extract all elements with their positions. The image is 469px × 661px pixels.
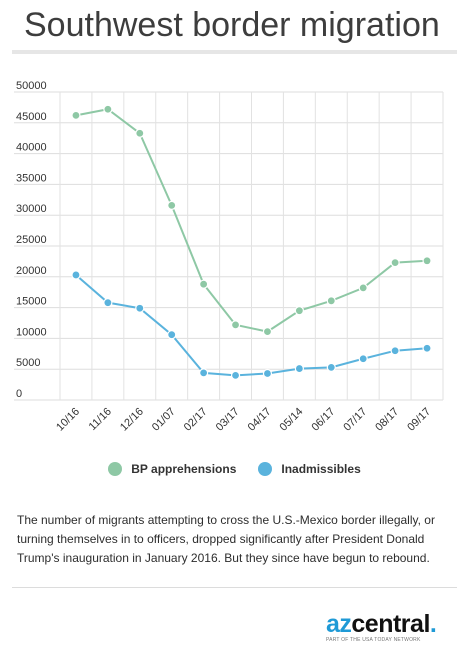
data-point-bp-apprehensions-9 bbox=[358, 283, 368, 293]
data-point-bp-apprehensions-2 bbox=[135, 128, 145, 138]
title-divider bbox=[12, 50, 457, 54]
x-tick-label-02-17: 02/17 bbox=[182, 406, 210, 434]
data-point-bp-apprehensions-0 bbox=[71, 110, 81, 121]
legend-label-inadmissibles: Inadmissibles bbox=[281, 462, 361, 476]
chart-legend: BP apprehensions Inadmissibles bbox=[0, 462, 469, 476]
data-point-bp-apprehensions-11 bbox=[422, 256, 432, 266]
legend-item-inadmissibles: Inadmissibles bbox=[258, 462, 361, 476]
legend-label-bp-apprehensions: BP apprehensions bbox=[131, 462, 237, 476]
y-tick-label-45000: 45000 bbox=[16, 111, 47, 123]
data-point-bp-apprehensions-8 bbox=[326, 296, 336, 306]
page-title: Southwest border migration bbox=[24, 6, 440, 44]
data-point-inadmissibles-4 bbox=[199, 368, 209, 378]
y-tick-label-20000: 20000 bbox=[16, 265, 47, 277]
data-point-bp-apprehensions-5 bbox=[230, 320, 241, 330]
line-chart: 0 5000 10000 15000 20000 25000 30000 35000 40000… bbox=[14, 80, 444, 434]
data-point-inadmissibles-1 bbox=[103, 298, 113, 308]
logo-az: az bbox=[326, 610, 352, 638]
series-line-bp-apprehensions bbox=[75, 108, 428, 333]
data-point-inadmissibles-9 bbox=[358, 354, 368, 364]
data-point-inadmissibles-3 bbox=[167, 330, 177, 340]
y-tick-label-25000: 25000 bbox=[16, 234, 47, 246]
x-tick-label-03-17: 03/17 bbox=[214, 406, 242, 434]
x-tick-label-10-16: 10/16 bbox=[54, 406, 82, 434]
data-point-bp-apprehensions-4 bbox=[199, 279, 209, 289]
logo-central: central bbox=[351, 610, 430, 638]
legend-swatch-inadmissibles bbox=[258, 462, 273, 476]
data-point-inadmissibles-11 bbox=[422, 343, 432, 353]
data-point-bp-apprehensions-3 bbox=[167, 200, 177, 210]
data-point-bp-apprehensions-1 bbox=[103, 104, 113, 114]
data-point-inadmissibles-10 bbox=[390, 346, 400, 356]
azcentral-logo[interactable]: azcentral. PART OF THE USA TODAY NETWORK bbox=[326, 610, 437, 643]
x-tick-label-09-17: 09/17 bbox=[405, 406, 433, 434]
data-point-inadmissibles-5 bbox=[230, 370, 241, 380]
legend-swatch-bp-apprehensions bbox=[108, 462, 123, 476]
y-tick-label-0: 0 bbox=[16, 388, 22, 400]
data-point-inadmissibles-7 bbox=[294, 363, 304, 374]
data-point-bp-apprehensions-7 bbox=[294, 306, 304, 316]
x-tick-label-08-17: 08/17 bbox=[373, 406, 401, 434]
series-line-inadmissibles bbox=[75, 274, 428, 377]
y-tick-label-5000: 5000 bbox=[16, 357, 40, 369]
y-tick-label-40000: 40000 bbox=[16, 142, 47, 154]
data-point-inadmissibles-6 bbox=[262, 368, 273, 379]
y-tick-label-15000: 15000 bbox=[16, 296, 47, 308]
data-point-bp-apprehensions-6 bbox=[262, 327, 273, 337]
x-tick-label-04-17: 04/17 bbox=[246, 406, 274, 434]
data-point-inadmissibles-0 bbox=[71, 270, 81, 280]
data-point-bp-apprehensions-10 bbox=[390, 258, 400, 268]
data-point-inadmissibles-2 bbox=[135, 303, 145, 313]
footer-divider bbox=[12, 587, 457, 588]
y-tick-label-30000: 30000 bbox=[16, 203, 47, 215]
x-tick-label-01-07: 01/07 bbox=[150, 406, 178, 434]
x-tick-label-11-16: 11/16 bbox=[87, 406, 114, 433]
logo-dot: . bbox=[429, 610, 437, 638]
logo-tagline: PART OF THE USA TODAY NETWORK bbox=[326, 637, 421, 643]
x-tick-label-06-17: 06/17 bbox=[309, 406, 337, 434]
y-tick-label-50000: 50000 bbox=[16, 80, 47, 92]
y-tick-label-35000: 35000 bbox=[16, 172, 47, 184]
chart-caption: The number of migrants attempting to cro… bbox=[17, 513, 435, 565]
x-tick-label-12-16: 12/16 bbox=[118, 406, 146, 434]
x-tick-label-07-17: 07/17 bbox=[341, 406, 369, 434]
legend-item-bp-apprehensions: BP apprehensions bbox=[108, 462, 236, 476]
data-point-inadmissibles-8 bbox=[326, 362, 336, 372]
y-tick-label-10000: 10000 bbox=[16, 326, 47, 338]
x-tick-label-05-14: 05/14 bbox=[278, 406, 306, 434]
